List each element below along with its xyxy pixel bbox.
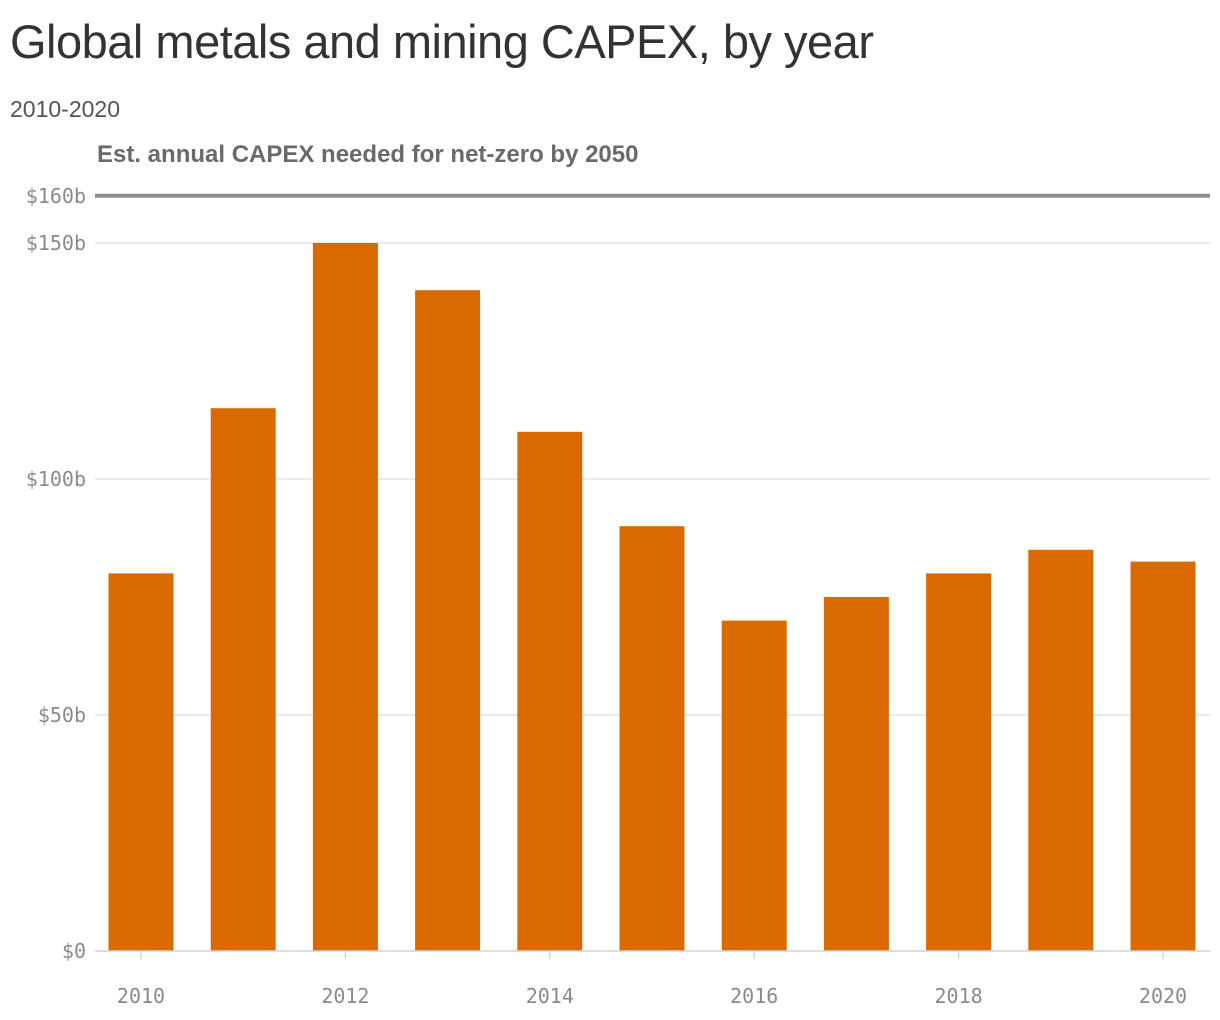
- y-tick-label: $160b: [26, 184, 86, 208]
- axes: $0 $50b $100b $150b $160b 2010 2012 2014 2016 201…: [26, 184, 1210, 1008]
- y-tick-label: $50b: [38, 703, 86, 727]
- chart-title: Global metals and mining CAPEX, by year: [10, 15, 874, 68]
- y-tick-label: $150b: [26, 231, 86, 255]
- bar-2011: [210, 408, 276, 951]
- x-tick-label: 2020: [1139, 984, 1187, 1008]
- bar-2016: [721, 620, 787, 951]
- bar-2020: [1130, 561, 1196, 951]
- reference-line-group: Est. annual CAPEX needed for net-zero by…: [95, 141, 1210, 198]
- bar-2014: [517, 431, 583, 951]
- bar-2018: [926, 573, 992, 951]
- bar-2017: [823, 597, 889, 951]
- reference-line-label: Est. annual CAPEX needed for net-zero by…: [97, 141, 638, 168]
- bar-2013: [415, 290, 481, 951]
- bars: [108, 243, 1196, 951]
- bar-2019: [1028, 549, 1094, 951]
- chart-subtitle: 2010-2020: [10, 96, 120, 122]
- x-tick-label: 2010: [117, 984, 165, 1008]
- y-tick-label: $0: [62, 939, 86, 963]
- x-tick-label: 2018: [935, 984, 983, 1008]
- bar-2012: [312, 243, 378, 951]
- y-tick-label: $100b: [26, 467, 86, 491]
- bar-2015: [619, 526, 685, 951]
- x-tick-label: 2016: [730, 984, 778, 1008]
- x-tick-label: 2012: [321, 984, 369, 1008]
- bar-2010: [108, 573, 174, 951]
- x-tick-label: 2014: [526, 984, 574, 1008]
